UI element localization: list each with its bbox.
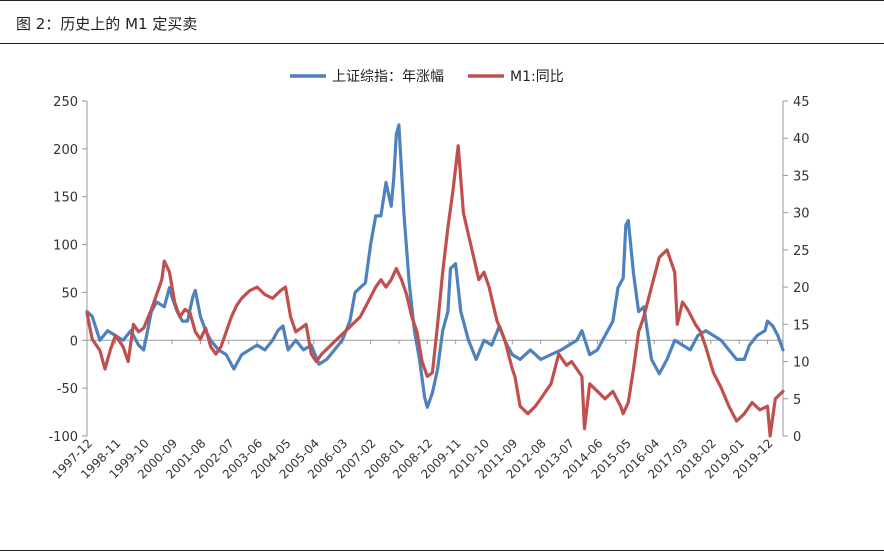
y-right-tick-label: 20 (793, 281, 810, 296)
y-right-tick-label: 5 (793, 393, 801, 408)
x-axis-tick-labels: 1997-121998-111999-102000-092001-082002-… (50, 436, 776, 481)
bottom-rule (0, 550, 884, 551)
line-chart: 上证综指：年涨幅 M1:同比 -100 -50 0 50 100 150 200 250 0 5 10… (48, 69, 810, 482)
chart-container: 上证综指：年涨幅 M1:同比 -100 -50 0 50 100 150 200 250 0 5 10… (0, 44, 884, 552)
y-left-tick-label: 200 (53, 143, 78, 158)
series-line-m1 (85, 144, 785, 438)
figure-title-bar: 图 2：历史上的 M1 定买卖 (0, 0, 884, 44)
y-right-tick-label: 40 (793, 132, 810, 147)
y-right-tick-label: 30 (793, 207, 810, 222)
chart-legend: 上证综指：年涨幅 M1:同比 (290, 69, 564, 85)
y-right-tick-label: 10 (793, 356, 810, 371)
figure-title: 图 2：历史上的 M1 定买卖 (16, 15, 198, 33)
y-left-tick-label: -100 (48, 430, 78, 445)
y-right-tick-label: 15 (793, 318, 810, 333)
y-left-tick-label: 50 (61, 286, 78, 301)
y-left-tick-label: 0 (70, 334, 78, 349)
y-left-tick-label: -50 (57, 382, 78, 397)
y-right-tick-label: 0 (793, 430, 801, 445)
y-right-tick-label: 45 (793, 95, 810, 110)
legend-label: M1:同比 (510, 69, 564, 85)
series-line-shanghai-index (85, 123, 785, 409)
y-right-tick-label: 25 (793, 244, 810, 259)
y-left-tick-label: 250 (53, 95, 78, 110)
y-left-tick-label: 100 (53, 239, 78, 254)
y-right-tick-label: 35 (793, 169, 810, 184)
chart-series (85, 123, 785, 438)
legend-label: 上证综指：年涨幅 (332, 69, 444, 85)
y-left-tick-label: 150 (53, 191, 78, 206)
